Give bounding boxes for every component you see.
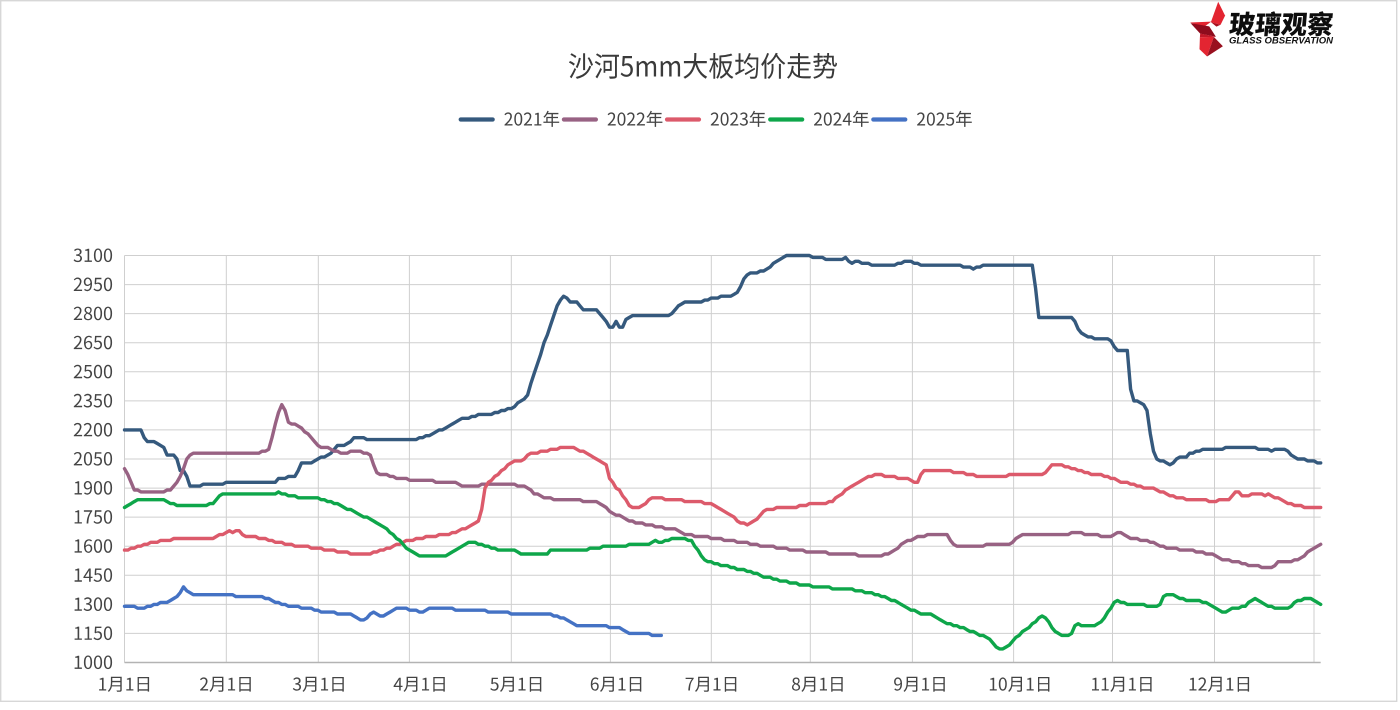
svg-text:GLASS OBSERVATION: GLASS OBSERVATION [1229, 35, 1334, 46]
